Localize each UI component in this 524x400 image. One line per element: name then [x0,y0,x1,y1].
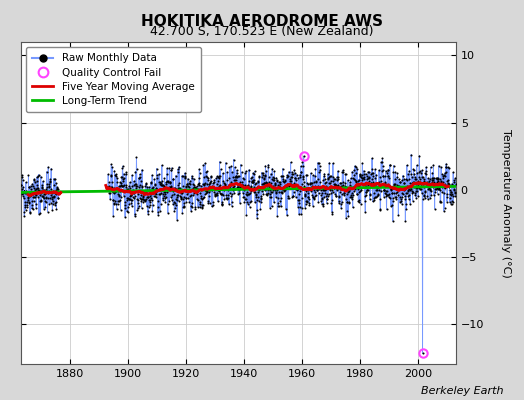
Text: Berkeley Earth: Berkeley Earth [421,386,503,396]
Legend: Raw Monthly Data, Quality Control Fail, Five Year Moving Average, Long-Term Tren: Raw Monthly Data, Quality Control Fail, … [26,47,201,112]
Text: 42.700 S, 170.523 E (New Zealand): 42.700 S, 170.523 E (New Zealand) [150,25,374,38]
Y-axis label: Temperature Anomaly (°C): Temperature Anomaly (°C) [501,129,511,277]
Text: HOKITIKA AERODROME AWS: HOKITIKA AERODROME AWS [141,14,383,29]
